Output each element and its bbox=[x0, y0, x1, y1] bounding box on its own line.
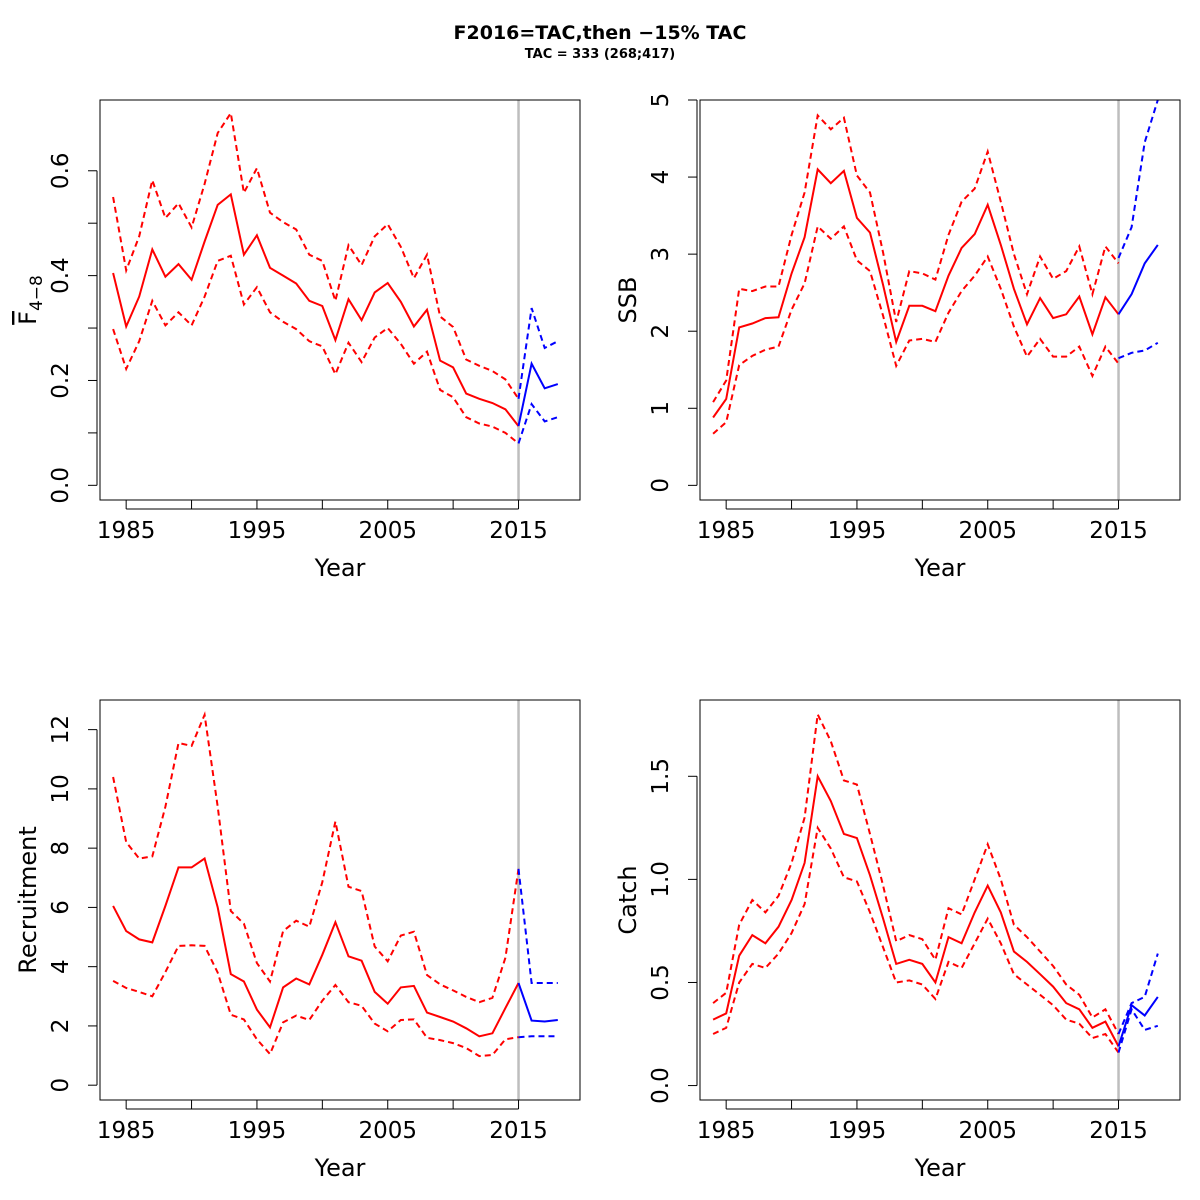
x-tick-label: 1995 bbox=[228, 1118, 287, 1144]
panel-recruitment: 1985 1995 2005 2015 0 2 4 6 8 10 12 Year Recruitment bbox=[14, 699, 581, 1182]
series-historic-lower bbox=[712, 825, 1120, 1054]
series-historic-median bbox=[712, 167, 1120, 419]
y-tick-label: 0.2 bbox=[48, 362, 74, 399]
y-axis-label: SSB bbox=[614, 277, 642, 324]
series-projection-median bbox=[1117, 244, 1159, 315]
y-tick-label: 12 bbox=[48, 715, 74, 744]
series-historic-median bbox=[112, 856, 520, 1038]
y-tick-label: 4 bbox=[48, 959, 74, 974]
plot-frame bbox=[699, 99, 1181, 501]
y-tick-label: 1 bbox=[648, 401, 674, 416]
series-historic-lower bbox=[712, 224, 1120, 435]
y-tick-label: 4 bbox=[648, 170, 674, 185]
y-tick-label: 1.0 bbox=[648, 861, 674, 898]
y-tick-label: 8 bbox=[48, 841, 74, 856]
x-axis-label: Year bbox=[314, 554, 366, 582]
x-tick-label: 2015 bbox=[1089, 1118, 1148, 1144]
x-axis-label: Year bbox=[914, 1154, 966, 1182]
x-tick-label: 1985 bbox=[697, 1118, 756, 1144]
y-axis-label-main: F bbox=[14, 311, 42, 325]
series-projection-lower bbox=[1118, 341, 1159, 360]
y-tick-label: 0.5 bbox=[648, 964, 674, 1001]
series-historic-median bbox=[712, 773, 1120, 1047]
x-tick-label: 2015 bbox=[1089, 518, 1148, 544]
figure-subtitle: TAC = 333 (268;417) bbox=[524, 47, 676, 62]
y-tick-label: 3 bbox=[648, 247, 674, 262]
figure-title: F2016=TAC,then −15% TAC bbox=[453, 22, 747, 44]
panel-ssb: 1985 1995 2005 2015 0 1 2 3 4 5 Year SSB bbox=[614, 93, 1181, 582]
series-historic-upper bbox=[112, 711, 520, 1004]
y-tick-label: 0 bbox=[648, 478, 674, 493]
series-projection-lower bbox=[1117, 1006, 1159, 1053]
x-tick-label: 1985 bbox=[697, 518, 756, 544]
x-tick-label: 1995 bbox=[828, 1118, 887, 1144]
series-historic-median bbox=[112, 192, 520, 427]
y-tick-label: 0.6 bbox=[48, 152, 74, 189]
series-projection-median bbox=[517, 360, 559, 427]
plot-frame bbox=[99, 99, 581, 501]
plot-frame bbox=[699, 699, 1181, 1101]
series-projection-upper bbox=[1117, 99, 1159, 259]
y-tick-label: 0.0 bbox=[48, 467, 74, 504]
y-axis-label: F4−8 bbox=[14, 275, 47, 325]
y-tick-label: 0 bbox=[48, 1078, 74, 1093]
y-axis-label: Recruitment bbox=[14, 826, 42, 973]
series-historic-lower bbox=[112, 944, 519, 1058]
x-tick-label: 2005 bbox=[358, 518, 417, 544]
x-tick-label: 2015 bbox=[489, 518, 548, 544]
plot-frame bbox=[99, 699, 581, 1101]
x-tick-label: 2005 bbox=[358, 1118, 417, 1144]
x-axis-label: Year bbox=[914, 554, 966, 582]
x-tick-label: 1995 bbox=[228, 518, 287, 544]
y-tick-label: 6 bbox=[48, 900, 74, 915]
series-historic-upper bbox=[712, 113, 1120, 403]
y-tick-label: 0.4 bbox=[48, 257, 74, 294]
x-tick-label: 2015 bbox=[489, 1118, 548, 1144]
y-axis-label: Catch bbox=[614, 865, 642, 934]
series-projection-median bbox=[517, 982, 558, 1023]
x-tick-label: 1985 bbox=[97, 1118, 156, 1144]
series-projection-upper bbox=[517, 868, 558, 984]
series-projection-lower bbox=[518, 1035, 558, 1039]
y-tick-label: 1.5 bbox=[648, 758, 674, 795]
series-projection-upper bbox=[1117, 953, 1159, 1035]
panel-catch: 1985 1995 2005 2015 0.0 0.5 1.0 1.5 Year Catch bbox=[614, 699, 1181, 1182]
y-axis-label-subscript: 4−8 bbox=[27, 275, 47, 311]
series-projection-upper bbox=[517, 307, 559, 399]
x-tick-label: 2005 bbox=[958, 1118, 1017, 1144]
x-axis-label: Year bbox=[314, 1154, 366, 1182]
x-tick-label: 2005 bbox=[958, 518, 1017, 544]
y-tick-label: 0.0 bbox=[648, 1067, 674, 1104]
series-historic-upper bbox=[112, 110, 520, 400]
panel-f: 1985 1995 2005 2015 0.0 0.2 0.4 0.6 Year F4−8 bbox=[14, 99, 581, 582]
x-tick-label: 1985 bbox=[97, 518, 156, 544]
y-tick-label: 5 bbox=[648, 93, 674, 108]
y-tick-label: 2 bbox=[48, 1019, 74, 1034]
x-tick-label: 1995 bbox=[828, 518, 887, 544]
y-tick-label: 10 bbox=[48, 774, 74, 803]
series-projection-median bbox=[1117, 996, 1159, 1047]
series-historic-lower bbox=[112, 254, 520, 445]
series-historic-upper bbox=[712, 710, 1120, 1035]
y-tick-label: 2 bbox=[648, 324, 674, 339]
series-projection-lower bbox=[517, 401, 559, 444]
